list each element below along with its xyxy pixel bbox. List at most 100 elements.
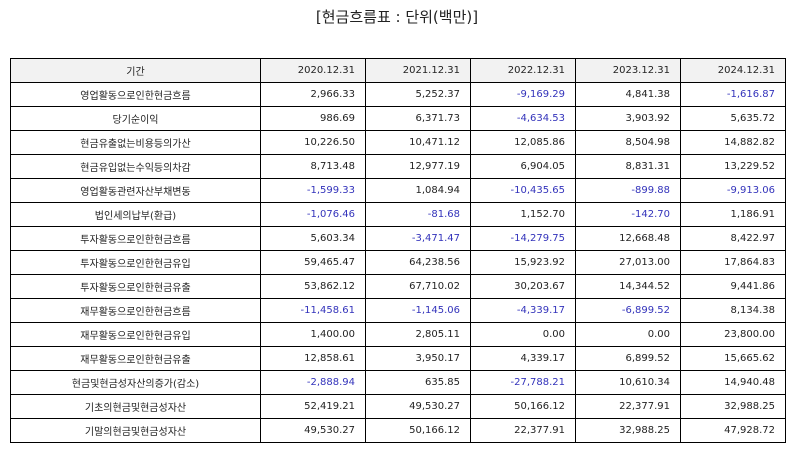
table-title: [현금흐름표 : 단위(백만)] <box>315 8 479 26</box>
value-cell: 3,950.17 <box>365 346 471 371</box>
value-cell: -6,899.52 <box>575 298 681 323</box>
row-label: 기초의현금및현금성자산 <box>10 394 261 419</box>
value-cell: -81.68 <box>365 202 471 227</box>
value-cell: 6,371.73 <box>365 106 471 131</box>
value-cell: 15,665.62 <box>680 346 786 371</box>
value-cell: 1,152.70 <box>470 202 576 227</box>
value-cell: 3,903.92 <box>575 106 681 131</box>
value-cell: 67,710.02 <box>365 274 471 299</box>
table-row: 투자활동으로인한현금흐름 5,603.34 -3,471.47 -14,279.75 1… <box>10 226 786 251</box>
value-cell: 5,252.37 <box>365 82 471 107</box>
row-label: 현금유입없는수익등의차감 <box>10 154 261 179</box>
value-cell: -2,888.94 <box>260 370 366 395</box>
value-cell: -9,913.06 <box>680 178 786 203</box>
row-label: 기말의현금및현금성자산 <box>10 418 261 443</box>
value-cell: 10,610.34 <box>575 370 681 395</box>
value-cell: -1,616.87 <box>680 82 786 107</box>
table-row: 법인세의납부(환급) -1,076.46 -81.68 1,152.70 -142.70… <box>10 202 786 227</box>
header-year-2020: 2020.12.31 <box>260 58 366 83</box>
value-cell: 27,013.00 <box>575 250 681 275</box>
row-label: 재무활동으로인한현금흐름 <box>10 298 261 323</box>
table-row: 현금및현금성자산의증가(감소) -2,888.94 635.85 -27,788.21… <box>10 370 786 395</box>
value-cell: 12,668.48 <box>575 226 681 251</box>
value-cell: 12,085.86 <box>470 130 576 155</box>
value-cell: 8,504.98 <box>575 130 681 155</box>
value-cell: 17,864.83 <box>680 250 786 275</box>
value-cell: -11,458.61 <box>260 298 366 323</box>
value-cell: 1,400.00 <box>260 322 366 347</box>
value-cell: 64,238.56 <box>365 250 471 275</box>
header-year-2022: 2022.12.31 <box>470 58 576 83</box>
value-cell: 4,841.38 <box>575 82 681 107</box>
value-cell: 8,422.97 <box>680 226 786 251</box>
value-cell: 8,713.48 <box>260 154 366 179</box>
value-cell: 5,635.72 <box>680 106 786 131</box>
value-cell: 14,344.52 <box>575 274 681 299</box>
row-label: 현금유출없는비용등의가산 <box>10 130 261 155</box>
header-period: 기간 <box>10 58 261 83</box>
table-row: 투자활동으로인한현금유입 59,465.47 64,238.56 15,923.92 2… <box>10 250 786 275</box>
value-cell: -4,634.53 <box>470 106 576 131</box>
value-cell: 6,899.52 <box>575 346 681 371</box>
header-row: 기간 2020.12.31 2021.12.31 2022.12.31 2023… <box>10 58 786 83</box>
value-cell: 8,134.38 <box>680 298 786 323</box>
header-year-2023: 2023.12.31 <box>575 58 681 83</box>
row-label: 당기순이익 <box>10 106 261 131</box>
value-cell: 50,166.12 <box>470 394 576 419</box>
value-cell: -142.70 <box>575 202 681 227</box>
value-cell: -9,169.29 <box>470 82 576 107</box>
value-cell: -899.88 <box>575 178 681 203</box>
value-cell: 22,377.91 <box>470 418 576 443</box>
value-cell: 14,940.48 <box>680 370 786 395</box>
table-row: 현금유입없는수익등의차감 8,713.48 12,977.19 6,904.05 8,8… <box>10 154 786 179</box>
table-row: 재무활동으로인한현금유입 1,400.00 2,805.11 0.00 0.00 23,8… <box>10 322 786 347</box>
row-label: 법인세의납부(환급) <box>10 202 261 227</box>
value-cell: -3,471.47 <box>365 226 471 251</box>
value-cell: 635.85 <box>365 370 471 395</box>
value-cell: 15,923.92 <box>470 250 576 275</box>
table-row: 투자활동으로인한현금유출 53,862.12 67,710.02 30,203.67 1… <box>10 274 786 299</box>
value-cell: 49,530.27 <box>365 394 471 419</box>
value-cell: 32,988.25 <box>575 418 681 443</box>
value-cell: 59,465.47 <box>260 250 366 275</box>
value-cell: 2,805.11 <box>365 322 471 347</box>
value-cell: 32,988.25 <box>680 394 786 419</box>
header-year-2024: 2024.12.31 <box>680 58 786 83</box>
row-label: 투자활동으로인한현금흐름 <box>10 226 261 251</box>
value-cell: 6,904.05 <box>470 154 576 179</box>
value-cell: 986.69 <box>260 106 366 131</box>
value-cell: 47,928.72 <box>680 418 786 443</box>
table-body: 영업활동으로인한현금흐름 2,966.33 5,252.37 -9,169.29 4,8… <box>10 82 786 443</box>
value-cell: 12,858.61 <box>260 346 366 371</box>
table-row: 영업활동으로인한현금흐름 2,966.33 5,252.37 -9,169.29 4,8… <box>10 82 786 107</box>
value-cell: 10,471.12 <box>365 130 471 155</box>
value-cell: 30,203.67 <box>470 274 576 299</box>
value-cell: 0.00 <box>470 322 576 347</box>
table-header: 기간 2020.12.31 2021.12.31 2022.12.31 2023… <box>10 58 786 83</box>
value-cell: -1,599.33 <box>260 178 366 203</box>
value-cell: 0.00 <box>575 322 681 347</box>
row-label: 재무활동으로인한현금유출 <box>10 346 261 371</box>
row-label: 투자활동으로인한현금유출 <box>10 274 261 299</box>
table-row: 재무활동으로인한현금흐름 -11,458.61 -1,145.06 -4,339.17… <box>10 298 786 323</box>
cash-flow-table: 기간 2020.12.31 2021.12.31 2022.12.31 2023… <box>10 58 786 443</box>
row-label: 현금및현금성자산의증가(감소) <box>10 370 261 395</box>
value-cell: 1,186.91 <box>680 202 786 227</box>
table-row: 현금유출없는비용등의가산 10,226.50 10,471.12 12,085.86 8… <box>10 130 786 155</box>
value-cell: 22,377.91 <box>575 394 681 419</box>
value-cell: 14,882.82 <box>680 130 786 155</box>
value-cell: 12,977.19 <box>365 154 471 179</box>
row-label: 투자활동으로인한현금유입 <box>10 250 261 275</box>
value-cell: 53,862.12 <box>260 274 366 299</box>
value-cell: 13,229.52 <box>680 154 786 179</box>
table-row: 기초의현금및현금성자산 52,419.21 49,530.27 50,166.12 22… <box>10 394 786 419</box>
value-cell: 4,339.17 <box>470 346 576 371</box>
table-row: 기말의현금및현금성자산 49,530.27 50,166.12 22,377.91 32… <box>10 418 786 443</box>
value-cell: 2,966.33 <box>260 82 366 107</box>
value-cell: 49,530.27 <box>260 418 366 443</box>
value-cell: 9,441.86 <box>680 274 786 299</box>
value-cell: -1,145.06 <box>365 298 471 323</box>
row-label: 재무활동으로인한현금유입 <box>10 322 261 347</box>
value-cell: 10,226.50 <box>260 130 366 155</box>
value-cell: 1,084.94 <box>365 178 471 203</box>
